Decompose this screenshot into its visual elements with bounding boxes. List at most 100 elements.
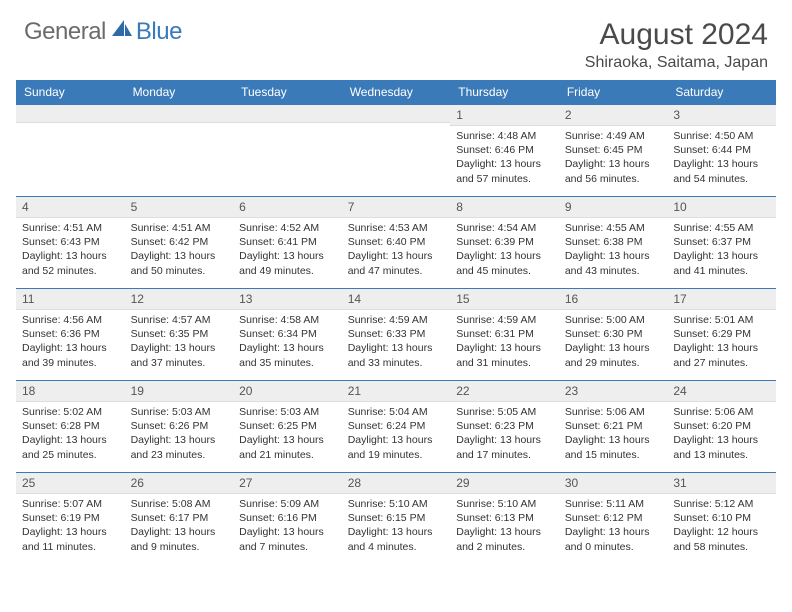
sunset-text: Sunset: 6:46 PM	[456, 143, 553, 157]
day-number: 1	[450, 105, 559, 126]
sunrise-text: Sunrise: 5:00 AM	[565, 313, 662, 327]
weekday-header: Thursday	[450, 80, 559, 105]
day-body: Sunrise: 5:01 AMSunset: 6:29 PMDaylight:…	[667, 310, 776, 376]
daylight-text: Daylight: 13 hours and 54 minutes.	[673, 157, 770, 185]
daylight-text: Daylight: 13 hours and 35 minutes.	[239, 341, 336, 369]
day-body	[16, 123, 125, 132]
calendar-week-row: 11Sunrise: 4:56 AMSunset: 6:36 PMDayligh…	[16, 289, 776, 381]
sunrise-text: Sunrise: 5:08 AM	[131, 497, 228, 511]
weekday-header: Monday	[125, 80, 234, 105]
sunrise-text: Sunrise: 4:57 AM	[131, 313, 228, 327]
day-body: Sunrise: 4:58 AMSunset: 6:34 PMDaylight:…	[233, 310, 342, 376]
day-number: 19	[125, 381, 234, 402]
day-body: Sunrise: 4:49 AMSunset: 6:45 PMDaylight:…	[559, 126, 668, 192]
sunrise-text: Sunrise: 5:09 AM	[239, 497, 336, 511]
calendar-day-cell: 24Sunrise: 5:06 AMSunset: 6:20 PMDayligh…	[667, 381, 776, 473]
calendar-day-cell: 19Sunrise: 5:03 AMSunset: 6:26 PMDayligh…	[125, 381, 234, 473]
day-number	[233, 105, 342, 123]
daylight-text: Daylight: 13 hours and 31 minutes.	[456, 341, 553, 369]
sunrise-text: Sunrise: 5:03 AM	[131, 405, 228, 419]
sunrise-text: Sunrise: 4:59 AM	[348, 313, 445, 327]
sunrise-text: Sunrise: 5:06 AM	[673, 405, 770, 419]
sunset-text: Sunset: 6:23 PM	[456, 419, 553, 433]
sunset-text: Sunset: 6:10 PM	[673, 511, 770, 525]
day-body: Sunrise: 4:54 AMSunset: 6:39 PMDaylight:…	[450, 218, 559, 284]
sunset-text: Sunset: 6:44 PM	[673, 143, 770, 157]
calendar-day-cell: 6Sunrise: 4:52 AMSunset: 6:41 PMDaylight…	[233, 197, 342, 289]
day-body: Sunrise: 4:51 AMSunset: 6:43 PMDaylight:…	[16, 218, 125, 284]
daylight-text: Daylight: 13 hours and 47 minutes.	[348, 249, 445, 277]
sunset-text: Sunset: 6:40 PM	[348, 235, 445, 249]
title-block: August 2024 Shiraoka, Saitama, Japan	[585, 18, 768, 72]
sunset-text: Sunset: 6:45 PM	[565, 143, 662, 157]
calendar-day-cell: 25Sunrise: 5:07 AMSunset: 6:19 PMDayligh…	[16, 473, 125, 565]
day-number: 12	[125, 289, 234, 310]
daylight-text: Daylight: 13 hours and 45 minutes.	[456, 249, 553, 277]
daylight-text: Daylight: 13 hours and 13 minutes.	[673, 433, 770, 461]
day-body: Sunrise: 5:12 AMSunset: 6:10 PMDaylight:…	[667, 494, 776, 560]
weekday-header: Sunday	[16, 80, 125, 105]
day-body: Sunrise: 5:10 AMSunset: 6:15 PMDaylight:…	[342, 494, 451, 560]
sunset-text: Sunset: 6:13 PM	[456, 511, 553, 525]
sunset-text: Sunset: 6:17 PM	[131, 511, 228, 525]
day-number: 28	[342, 473, 451, 494]
day-number: 18	[16, 381, 125, 402]
calendar-day-cell: 8Sunrise: 4:54 AMSunset: 6:39 PMDaylight…	[450, 197, 559, 289]
day-body: Sunrise: 5:03 AMSunset: 6:26 PMDaylight:…	[125, 402, 234, 468]
calendar-day-cell	[125, 105, 234, 197]
sunrise-text: Sunrise: 5:12 AM	[673, 497, 770, 511]
sunrise-text: Sunrise: 4:59 AM	[456, 313, 553, 327]
calendar-day-cell: 4Sunrise: 4:51 AMSunset: 6:43 PMDaylight…	[16, 197, 125, 289]
sunrise-text: Sunrise: 4:58 AM	[239, 313, 336, 327]
day-number: 10	[667, 197, 776, 218]
calendar-day-cell: 10Sunrise: 4:55 AMSunset: 6:37 PMDayligh…	[667, 197, 776, 289]
sunrise-text: Sunrise: 4:55 AM	[565, 221, 662, 235]
sunrise-text: Sunrise: 5:07 AM	[22, 497, 119, 511]
daylight-text: Daylight: 12 hours and 58 minutes.	[673, 525, 770, 553]
day-body: Sunrise: 5:04 AMSunset: 6:24 PMDaylight:…	[342, 402, 451, 468]
calendar-day-cell: 13Sunrise: 4:58 AMSunset: 6:34 PMDayligh…	[233, 289, 342, 381]
calendar-day-cell: 9Sunrise: 4:55 AMSunset: 6:38 PMDaylight…	[559, 197, 668, 289]
calendar-day-cell: 28Sunrise: 5:10 AMSunset: 6:15 PMDayligh…	[342, 473, 451, 565]
sunrise-text: Sunrise: 4:53 AM	[348, 221, 445, 235]
calendar-week-row: 25Sunrise: 5:07 AMSunset: 6:19 PMDayligh…	[16, 473, 776, 565]
sunset-text: Sunset: 6:42 PM	[131, 235, 228, 249]
sunset-text: Sunset: 6:37 PM	[673, 235, 770, 249]
sunset-text: Sunset: 6:16 PM	[239, 511, 336, 525]
sunset-text: Sunset: 6:31 PM	[456, 327, 553, 341]
weekday-header: Tuesday	[233, 80, 342, 105]
sunrise-text: Sunrise: 4:51 AM	[22, 221, 119, 235]
sunset-text: Sunset: 6:26 PM	[131, 419, 228, 433]
weekday-header-row: Sunday Monday Tuesday Wednesday Thursday…	[16, 80, 776, 105]
page-header: General Blue August 2024 Shiraoka, Saita…	[0, 0, 792, 80]
day-body	[233, 123, 342, 132]
sunrise-text: Sunrise: 4:52 AM	[239, 221, 336, 235]
sunrise-text: Sunrise: 4:51 AM	[131, 221, 228, 235]
daylight-text: Daylight: 13 hours and 19 minutes.	[348, 433, 445, 461]
day-number: 17	[667, 289, 776, 310]
calendar-day-cell: 21Sunrise: 5:04 AMSunset: 6:24 PMDayligh…	[342, 381, 451, 473]
sunrise-text: Sunrise: 5:11 AM	[565, 497, 662, 511]
sunrise-text: Sunrise: 5:02 AM	[22, 405, 119, 419]
day-number: 31	[667, 473, 776, 494]
daylight-text: Daylight: 13 hours and 27 minutes.	[673, 341, 770, 369]
calendar-day-cell: 15Sunrise: 4:59 AMSunset: 6:31 PMDayligh…	[450, 289, 559, 381]
calendar-day-cell	[16, 105, 125, 197]
day-body: Sunrise: 5:11 AMSunset: 6:12 PMDaylight:…	[559, 494, 668, 560]
month-title: August 2024	[585, 18, 768, 52]
day-number: 21	[342, 381, 451, 402]
calendar-table: Sunday Monday Tuesday Wednesday Thursday…	[16, 80, 776, 565]
sunrise-text: Sunrise: 5:06 AM	[565, 405, 662, 419]
daylight-text: Daylight: 13 hours and 39 minutes.	[22, 341, 119, 369]
sunset-text: Sunset: 6:12 PM	[565, 511, 662, 525]
calendar-day-cell: 17Sunrise: 5:01 AMSunset: 6:29 PMDayligh…	[667, 289, 776, 381]
day-body: Sunrise: 5:03 AMSunset: 6:25 PMDaylight:…	[233, 402, 342, 468]
weekday-header: Friday	[559, 80, 668, 105]
daylight-text: Daylight: 13 hours and 57 minutes.	[456, 157, 553, 185]
sunset-text: Sunset: 6:43 PM	[22, 235, 119, 249]
calendar-day-cell	[233, 105, 342, 197]
day-body	[125, 123, 234, 132]
day-number	[125, 105, 234, 123]
day-body: Sunrise: 4:51 AMSunset: 6:42 PMDaylight:…	[125, 218, 234, 284]
day-number: 20	[233, 381, 342, 402]
